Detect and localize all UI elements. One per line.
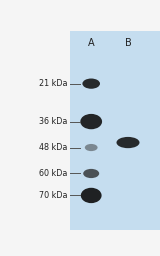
Ellipse shape [85, 144, 98, 151]
Text: B: B [125, 38, 131, 48]
Ellipse shape [81, 188, 102, 203]
Ellipse shape [83, 169, 99, 178]
Ellipse shape [82, 79, 100, 89]
Text: 48 kDa: 48 kDa [39, 143, 67, 152]
Text: 36 kDa: 36 kDa [39, 117, 67, 126]
Text: 70 kDa: 70 kDa [39, 191, 67, 200]
Bar [70, 31, 160, 230]
Text: A: A [88, 38, 95, 48]
Ellipse shape [116, 137, 140, 148]
Text: 21 kDa: 21 kDa [39, 79, 67, 88]
Ellipse shape [80, 114, 102, 129]
Text: 60 kDa: 60 kDa [39, 169, 67, 178]
